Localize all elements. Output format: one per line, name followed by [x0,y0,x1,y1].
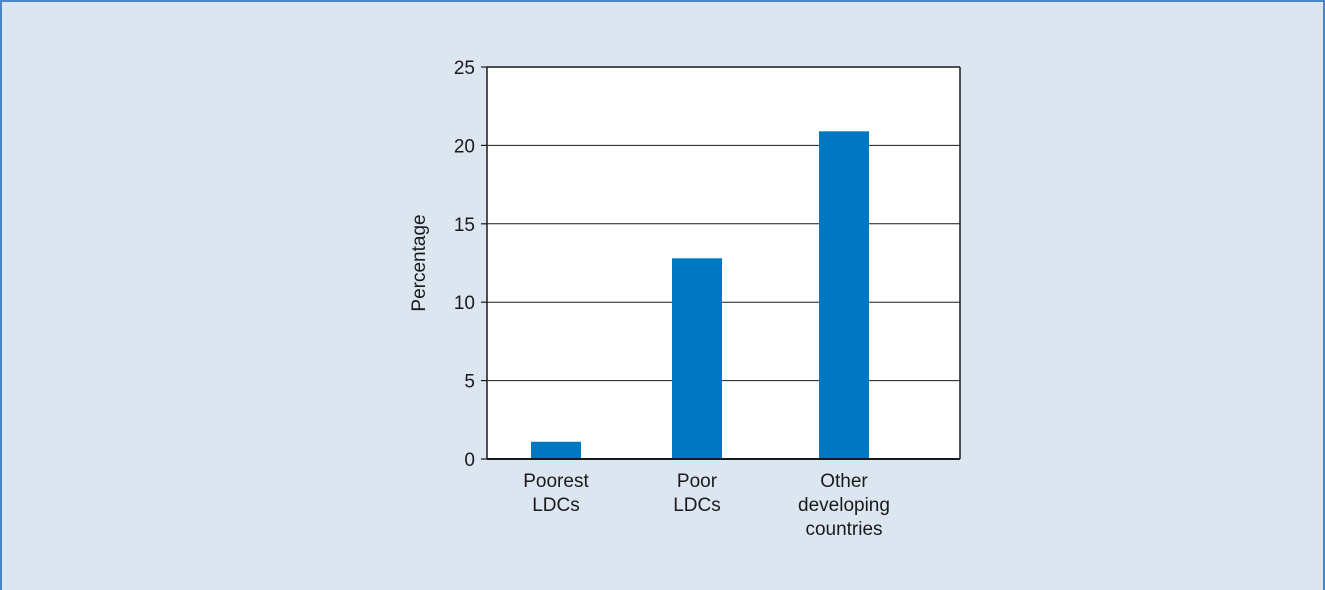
y-tick-label: 15 [454,215,475,236]
axes [481,66,961,460]
bar [531,441,581,459]
y-tick-labels: 0 5 10 15 20 25 [454,58,475,471]
y-tick-label: 25 [454,58,475,79]
y-tick-label: 10 [454,293,475,314]
bar [672,258,722,459]
gridlines [487,144,960,382]
y-tick-label: 5 [464,372,475,393]
bars [531,131,869,459]
y-tick-label: 20 [454,136,475,157]
x-tick-label: Poor LDCs [673,471,721,516]
plot-area [487,67,960,459]
bar [819,131,869,459]
x-tick-label: Poorest LDCs [523,471,589,516]
x-tick-label: Other developing countries [798,471,890,540]
y-tick-label: 0 [464,450,475,471]
x-tick-labels: Poorest LDCs Poor LDCs Other developing countr… [523,471,890,540]
y-axis-label: Percentage [409,214,430,311]
